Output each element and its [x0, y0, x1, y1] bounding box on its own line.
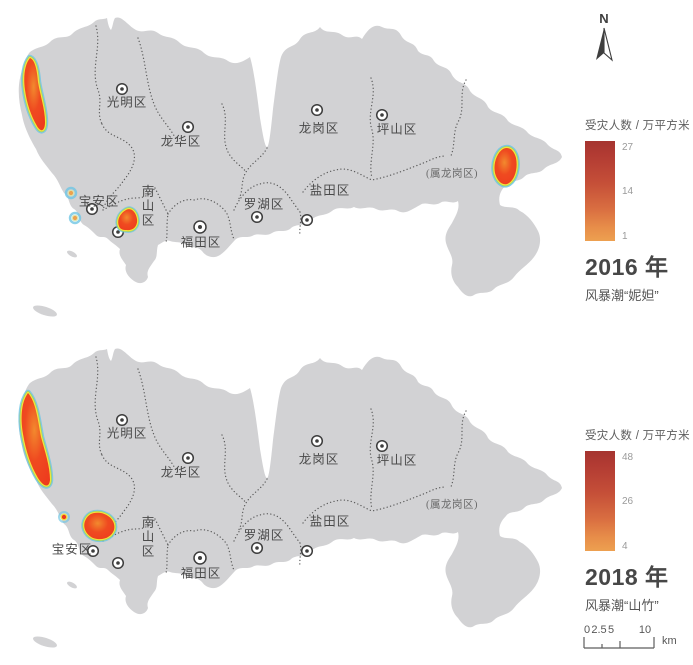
legend-tick-min-2018: 4 — [622, 541, 628, 552]
hotspot-nanshan-2016 — [115, 206, 140, 233]
legend-bar-wrap-2016: 27 14 1 — [585, 141, 693, 242]
hotspot-baoan-coast-dot-2 — [68, 211, 82, 225]
district-label-luohu-2016: 罗湖区 — [243, 197, 285, 212]
marker-baoan-2018 — [86, 544, 100, 558]
hotspot-strip-2018 — [18, 389, 54, 489]
district-label-nanshan-2018: 南山区 — [139, 515, 154, 559]
district-label-luohu-2018: 罗湖区 — [243, 528, 285, 543]
hotspot-baoan-coast-dot-1 — [64, 186, 78, 200]
scale-num-0: 0 — [583, 624, 591, 636]
legend-title-2018: 受灾人数 / 万平方米 — [585, 430, 690, 442]
legend-color-bar-2018 — [585, 451, 615, 551]
hotspot-nanshan-west-2018 — [81, 509, 118, 543]
district-label-futian-2018: 福田区 — [180, 566, 222, 581]
district-label-futian-2016: 福田区 — [180, 235, 222, 250]
district-label-nanshan-2016: 南山区 — [139, 184, 154, 228]
north-label: N — [599, 11, 609, 26]
year-label-2018: 2018 年 — [585, 564, 669, 590]
north-arrow-icon — [596, 27, 613, 62]
district-label-guangming-2018: 光明区 — [106, 426, 148, 441]
district-label-longhua-2018: 龙华区 — [160, 465, 202, 480]
district-label-pingshan-2016: 坪山区 — [376, 122, 418, 137]
legend-tick-max-2016: 27 — [622, 142, 634, 153]
legend-tick-mid-2016: 14 — [622, 186, 634, 197]
marker-baoan-2016 — [85, 202, 99, 216]
map-2018-base — [18, 347, 563, 651]
legend-tick-max-2018: 48 — [622, 452, 634, 463]
year-label-2016: 2016 年 — [585, 254, 669, 280]
district-label-longgang-2016: 龙岗区 — [298, 121, 340, 136]
district-label-guangming-2016: 光明区 — [106, 95, 148, 110]
district-label-longgang-2018: 龙岗区 — [298, 452, 340, 467]
district-label-yantian-2016: 盐田区 — [309, 183, 351, 198]
legend-tick-min-2016: 1 — [622, 231, 628, 242]
district-label-pingshan-2018: 坪山区 — [376, 453, 418, 468]
hotspot-small-dot-2018 — [58, 511, 70, 523]
scale-num-5: 5 — [607, 624, 615, 636]
scale-num-10: 10 — [638, 624, 652, 636]
district-label-baoan-2018: 宝安区 — [51, 542, 93, 557]
north-arrow: N — [589, 12, 619, 70]
event-label-2016: 风暴潮“妮妲” — [585, 288, 659, 303]
scale-bar-ruler — [583, 637, 655, 649]
scale-num-2-5: 2.5 — [591, 624, 607, 636]
district-label-shulonggang-2016: (属龙岗区) — [426, 168, 478, 180]
legend-tick-mid-2018: 26 — [622, 496, 634, 507]
hotspots-2016 — [24, 58, 520, 233]
scale-bar: 0 2.5 5 10 km — [583, 624, 693, 654]
map-2016-base — [18, 16, 563, 320]
hotspot-dapeng-2016 — [491, 144, 520, 188]
event-label-2018: 风暴潮“山竹” — [585, 598, 659, 613]
district-label-yantian-2018: 盐田区 — [309, 514, 351, 529]
scale-unit: km — [662, 635, 677, 647]
legend-bar-wrap-2018: 48 26 4 — [585, 451, 693, 552]
district-label-shulonggang-2018: (属龙岗区) — [426, 499, 478, 511]
legend-title-2016: 受灾人数 / 万平方米 — [585, 120, 690, 132]
hotspots-2018 — [18, 389, 118, 558]
district-label-baoan-2016: 宝安区 — [78, 194, 120, 209]
district-label-longhua-2016: 龙华区 — [160, 134, 202, 149]
legend-color-bar-2016 — [585, 141, 615, 241]
legend-2018: 受灾人数 / 万平方米 48 26 4 2018 年 风暴潮“山竹” — [585, 427, 693, 614]
legend-2016: 受灾人数 / 万平方米 27 14 1 2016 年 风暴潮“妮妲” — [585, 117, 693, 304]
